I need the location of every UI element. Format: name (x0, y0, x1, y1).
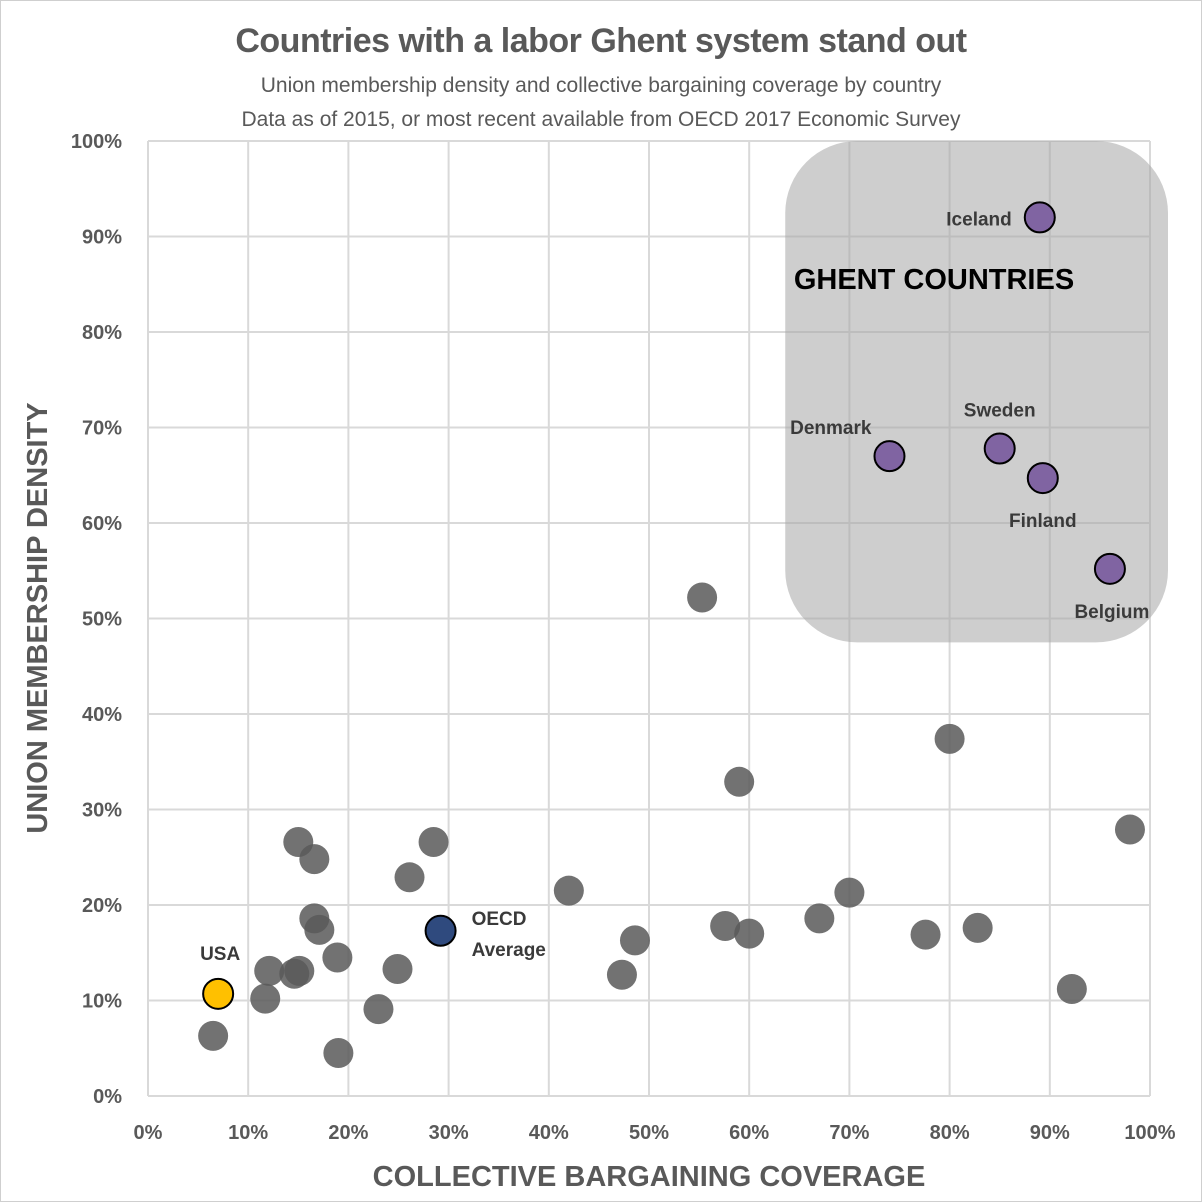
point-labels: Iceland Denmark Sweden Finland Belgium USA OEC… (200, 209, 1149, 964)
point-label: Denmark (790, 418, 872, 439)
ghent-region: GHENT COUNTRIES (785, 141, 1168, 643)
chart-subtitle-line-2: Data as of 2015, or most recent availabl… (241, 108, 961, 131)
ghent-point (873, 440, 906, 473)
point-label: Iceland (946, 209, 1011, 230)
y-tick-label: 60% (82, 513, 122, 535)
x-tick-label: 30% (429, 1122, 469, 1144)
usa-point (202, 977, 235, 1010)
ghent-region-label: GHENT COUNTRIES (794, 264, 1074, 296)
country-point (619, 925, 650, 956)
country-point (304, 914, 335, 945)
country-point (710, 911, 741, 942)
point-label: Belgium (1074, 602, 1149, 623)
country-point (323, 1038, 354, 1069)
y-tick-label: 50% (82, 609, 122, 631)
x-tick-label: 40% (529, 1122, 569, 1144)
country-point (284, 955, 315, 986)
point-label: USA (200, 944, 240, 965)
chart-title: Countries with a labor Ghent system stan… (235, 22, 967, 60)
country-point (394, 862, 425, 893)
x-tick-label: 100% (1124, 1122, 1175, 1144)
country-point (250, 983, 281, 1014)
country-point (804, 903, 835, 934)
y-tick-label: 20% (82, 895, 122, 917)
country-point (322, 942, 353, 973)
x-tick-label: 90% (1030, 1122, 1070, 1144)
country-point (934, 723, 965, 754)
y-tick-label: 90% (82, 227, 122, 249)
y-tick-label: 70% (82, 418, 122, 440)
country-point (834, 877, 865, 908)
country-point (724, 766, 755, 797)
country-point (382, 953, 413, 984)
ghent-region-box (785, 141, 1168, 643)
chart-subtitle-line-1: Union membership density and collective … (260, 74, 942, 97)
country-point (553, 875, 584, 906)
axis-ticks: 0% 10% 20% 30% 40% 50% 60% 70% 80% 90% 100% 0% 10% 20… (71, 131, 1176, 1144)
point-label: Finland (1009, 511, 1077, 532)
y-tick-label: 30% (82, 800, 122, 822)
x-tick-label: 60% (729, 1122, 769, 1144)
country-point (418, 826, 449, 857)
x-axis-title: COLLECTIVE BARGAINING COVERAGE (373, 1161, 926, 1193)
y-tick-label: 100% (71, 131, 122, 153)
data-points (198, 201, 1145, 1069)
country-point (910, 919, 941, 950)
country-point (198, 1020, 229, 1051)
x-tick-label: 10% (228, 1122, 268, 1144)
country-point (962, 912, 993, 943)
x-tick-label: 80% (930, 1122, 970, 1144)
x-tick-label: 70% (829, 1122, 869, 1144)
y-tick-label: 80% (82, 322, 122, 344)
x-tick-label: 20% (328, 1122, 368, 1144)
point-label: Sweden (964, 401, 1036, 422)
country-point (1114, 814, 1145, 845)
point-label: Average (472, 940, 546, 961)
oecd-point (424, 914, 457, 947)
ghent-point (1023, 201, 1056, 234)
country-point (734, 918, 765, 949)
ghent-point (1093, 552, 1126, 585)
y-tick-label: 0% (93, 1086, 122, 1108)
ghent-point (1026, 462, 1059, 495)
x-tick-label: 0% (134, 1122, 163, 1144)
y-axis-title: UNION MEMBERSHIP DENSITY (22, 402, 54, 833)
y-tick-label: 10% (82, 991, 122, 1013)
country-point (606, 959, 637, 990)
x-tick-label: 50% (629, 1122, 669, 1144)
country-point (299, 844, 330, 875)
country-point (363, 994, 394, 1025)
ghent-point (983, 432, 1016, 465)
country-point (1056, 974, 1087, 1005)
point-label: OECD (472, 909, 527, 930)
country-point (254, 955, 285, 986)
y-tick-label: 40% (82, 704, 122, 726)
country-point (687, 582, 718, 613)
